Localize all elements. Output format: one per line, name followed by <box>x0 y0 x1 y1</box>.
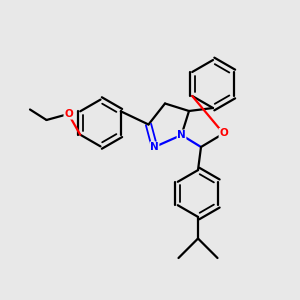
Text: O: O <box>64 109 73 119</box>
Text: O: O <box>219 128 228 139</box>
Text: N: N <box>150 142 159 152</box>
Text: N: N <box>177 130 186 140</box>
